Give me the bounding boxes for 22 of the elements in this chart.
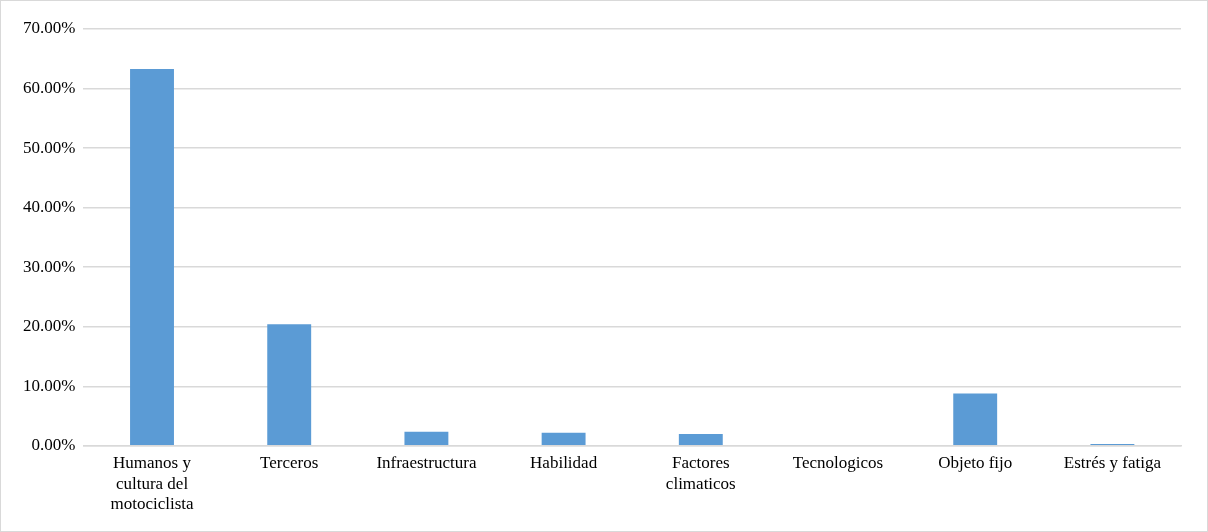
x-tick-label: Humanos y cultura del motociclista (110, 453, 195, 514)
x-tick-label: Objeto fijo (938, 453, 1013, 473)
x-tick-label: Habilidad (530, 453, 598, 473)
x-tick-label: Infraestructura (376, 453, 477, 473)
x-tick-label: Factores climaticos (665, 453, 736, 493)
bar (953, 393, 998, 446)
y-tick-label: 60.00% (22, 78, 76, 98)
bar (267, 324, 312, 446)
y-tick-label: 10.00% (22, 375, 76, 395)
bar (404, 431, 449, 446)
x-tick-label: Tecnologicos (792, 453, 884, 473)
bar (678, 433, 723, 446)
bar (541, 432, 586, 446)
bar (130, 68, 174, 446)
x-tick-label: Estrés y fatiga (1063, 453, 1162, 473)
y-tick-label: 50.00% (22, 137, 76, 157)
x-tick-label: Terceros (260, 453, 319, 473)
y-tick-label: 20.00% (22, 316, 76, 336)
y-tick-label: 70.00% (22, 18, 76, 38)
y-tick-label: 40.00% (22, 197, 76, 217)
y-tick-label: 30.00% (22, 256, 76, 276)
y-tick-label: 0.00% (31, 435, 76, 455)
